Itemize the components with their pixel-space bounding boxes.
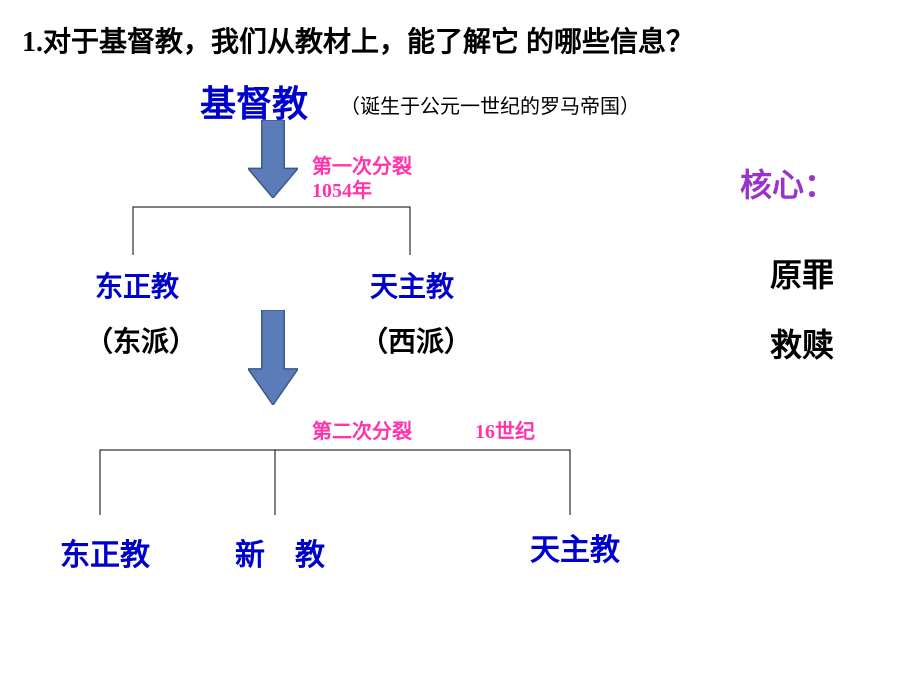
split2-label-2: 16世纪 bbox=[475, 415, 535, 444]
sidebar-item: 原罪 bbox=[770, 250, 834, 296]
arrow-down-icon bbox=[248, 120, 298, 198]
leaf-node: 东正教 bbox=[60, 530, 150, 574]
root-note: （诞生于公元一世纪的罗马帝国） bbox=[340, 90, 640, 119]
node-west-sub: （西派） bbox=[360, 320, 472, 360]
leaf-node: 天主教 bbox=[530, 525, 620, 569]
sidebar-core-label: 核心： bbox=[740, 160, 836, 206]
node-catholic: 天主教 bbox=[370, 265, 454, 305]
split2-label-1: 第二次分裂 bbox=[312, 415, 412, 444]
sidebar-item: 救赎 bbox=[770, 320, 834, 366]
node-east-sub: （东派） bbox=[85, 320, 197, 360]
question-title: 1.对于基督教，我们从教材上，能了解它 的哪些信息？ bbox=[22, 20, 694, 60]
split1-label-line2: 1054年 bbox=[312, 174, 372, 203]
arrow-down-icon bbox=[248, 310, 298, 405]
leaf-node: 新 教 bbox=[235, 530, 325, 574]
node-east-orthodox: 东正教 bbox=[95, 265, 179, 305]
